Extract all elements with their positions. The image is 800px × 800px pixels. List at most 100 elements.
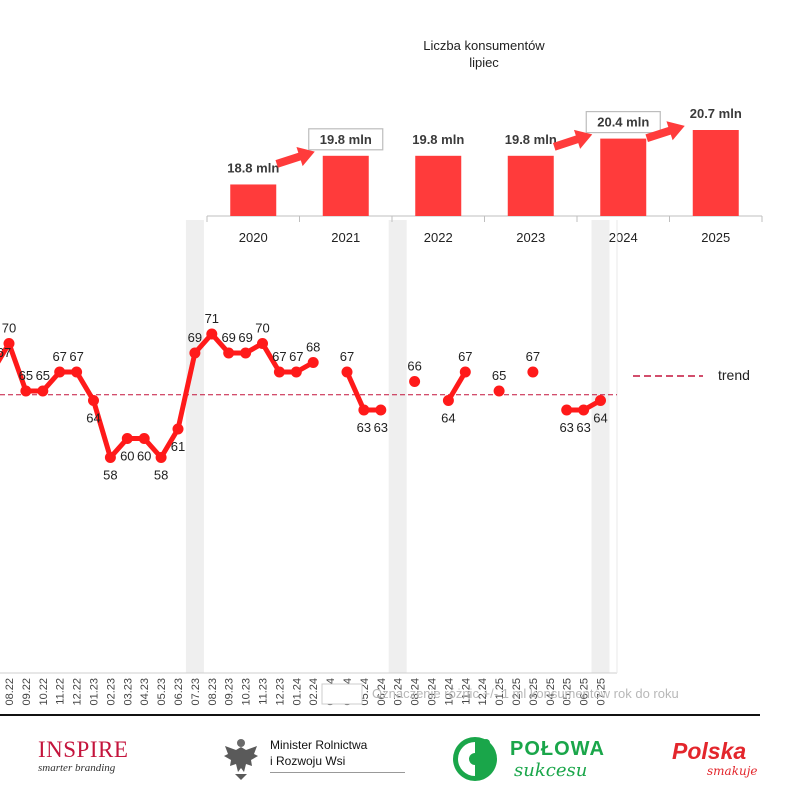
ministry-logo-line1: Minister Rolnictwa: [270, 738, 368, 752]
polska-logo-line1: Polska: [672, 738, 747, 764]
series-value-label: 70: [255, 321, 269, 336]
x-tick-label: 08.23: [207, 678, 219, 706]
x-tick-label: 04.23: [139, 678, 151, 706]
ministry-logo: Minister Rolnictwa i Rozwoju Wsi: [222, 734, 405, 784]
series-value-label: 67: [458, 349, 472, 364]
bar-category-label: 2022: [424, 230, 453, 245]
series-value-label: 69: [188, 330, 202, 345]
series-point: [172, 423, 184, 435]
bar-value-label: 18.8 mln: [227, 160, 279, 175]
series-point: [240, 347, 252, 359]
bar-value-label: 20.4 mln: [597, 115, 649, 130]
series-point: [20, 385, 32, 397]
series-point: [138, 433, 150, 444]
series-value-label: 67: [69, 349, 83, 364]
x-tick-label: 03.23: [122, 678, 134, 706]
x-tick-label: 08.22: [4, 678, 16, 706]
polska-logo-line2: smakuje: [707, 764, 758, 778]
x-tick-label: 11.23: [258, 678, 270, 705]
eagle-emblem-icon: [224, 739, 258, 780]
x-tick-label: 11.22: [55, 678, 67, 705]
x-tick-label: 05.23: [156, 678, 168, 706]
shade-column: [388, 220, 407, 673]
series-point: [223, 347, 235, 359]
series-line-segment: [344, 369, 367, 413]
polowa-sukcesu-logo: POŁOWA sukcesu: [450, 734, 620, 784]
series-point: [88, 395, 99, 406]
bar-category-label: 2024: [609, 230, 638, 245]
series-line-segment: [445, 369, 468, 403]
x-tick-label: 02.23: [105, 678, 117, 706]
x-tick-label: 06.24: [376, 678, 388, 706]
polowa-circle-icon: [453, 737, 497, 781]
increase-arrow-icon: [645, 121, 685, 142]
series-value-label: 63: [576, 420, 590, 435]
x-tick-label: 11.24: [460, 678, 472, 705]
bar-value-label: 19.8 mln: [505, 132, 557, 147]
x-tick-label: 09.22: [21, 678, 33, 706]
series-point: [206, 328, 218, 340]
bar-value-box: [585, 110, 661, 134]
bar: [322, 155, 369, 216]
series-value-label: 65: [492, 368, 506, 383]
series-point: [307, 357, 319, 368]
bar-value-label: 19.8 mln: [412, 132, 464, 147]
shade-column: [591, 220, 610, 673]
x-tick-label: 09.23: [224, 678, 236, 706]
series-point: [358, 404, 370, 416]
series-value-label: 68: [306, 340, 320, 355]
series-value-label: 69: [221, 330, 235, 345]
series-value-label: 67: [272, 349, 286, 364]
series-value-label: 64: [593, 411, 607, 426]
x-tick-label: 07.25: [596, 678, 608, 706]
x-tick-label: 10.23: [241, 678, 253, 706]
polska-smakuje-logo: Polska smakuje: [672, 738, 772, 783]
shade-column: [185, 220, 204, 673]
bar-chart-subtitle: lipiec: [469, 55, 499, 70]
series-point: [3, 338, 15, 349]
bar-value-box: [308, 128, 384, 151]
series-point: [290, 366, 302, 378]
series-value-label: 65: [19, 368, 33, 383]
x-tick-label: 04.25: [545, 678, 557, 706]
series-value-label: 69: [238, 330, 252, 345]
bar: [692, 130, 739, 216]
series-value-label: 67: [289, 349, 303, 364]
increase-arrow-icon: [552, 129, 593, 151]
series-point: [578, 404, 590, 416]
series-point: [54, 366, 66, 378]
series-value-label: 67: [0, 345, 11, 360]
series-value-label: 71: [205, 311, 219, 326]
series-value-label: 67: [52, 349, 66, 364]
series-value-label: 70: [2, 321, 16, 336]
x-tick-label: 07.24: [393, 678, 405, 706]
increase-arrow-icon: [275, 147, 315, 168]
series-value-label: 63: [357, 420, 371, 435]
series-value-label: 65: [36, 368, 50, 383]
bar: [415, 155, 462, 216]
x-tick-label: 07.23: [190, 678, 202, 706]
bar-category-label: 2023: [516, 230, 545, 245]
series-value-label: 60: [120, 449, 134, 464]
x-tick-label: 01.24: [291, 678, 303, 706]
x-tick-label: 12.22: [72, 678, 84, 706]
inspire-logo-name: INSPIRE: [38, 737, 129, 762]
series-point: [493, 385, 505, 397]
bar-value-label: 20.7 mln: [690, 106, 742, 121]
series-line-segment: [74, 369, 96, 403]
series-point: [561, 404, 573, 416]
x-tick-label: 12.24: [477, 678, 489, 706]
series-value-label: 67: [526, 349, 540, 364]
series-value-label: 61: [171, 439, 185, 454]
x-tick-label: 08.24: [410, 678, 422, 706]
x-tick-label: 03.25: [528, 678, 540, 706]
x-tick-label: 02.25: [511, 678, 523, 706]
x-tick-label: 10.22: [38, 678, 50, 706]
series-point: [527, 366, 539, 378]
series-point: [155, 452, 167, 463]
bar-category-label: 2020: [239, 230, 268, 245]
x-tick-label: 01.25: [494, 678, 506, 706]
series-point: [189, 347, 201, 359]
inspire-logo-tagline: smarter branding: [38, 762, 116, 774]
